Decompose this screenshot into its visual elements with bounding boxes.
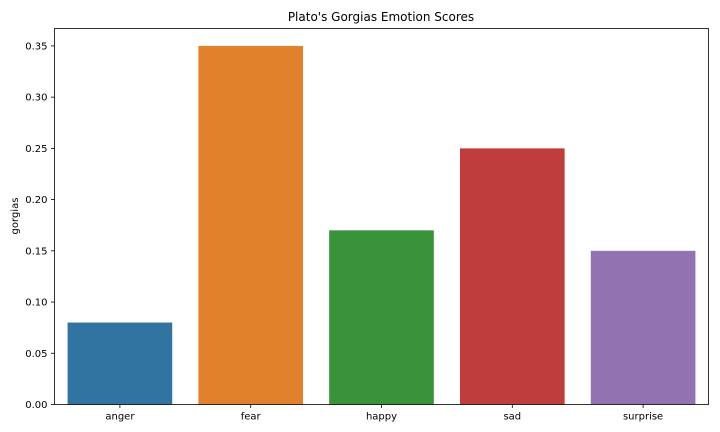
y-tick-label: 0.20 [25,195,47,206]
y-axis-label: gorgias [10,198,21,235]
y-tick-label: 0.05 [25,349,47,360]
plot-area-frame [54,28,709,405]
bar-happy [329,230,434,405]
bar-anger [67,322,173,405]
x-tick-label-surprise: surprise [623,412,663,423]
x-tick-label-anger: anger [105,412,135,423]
bar-surprise [590,250,696,405]
bars-group [67,45,696,405]
x-axis-ticks: anger fear happy sad surprise [105,404,663,423]
y-tick-label: 0.25 [25,144,47,155]
y-tick-label: 0.00 [25,400,47,411]
x-tick-label-fear: fear [241,412,262,423]
y-tick-label: 0.10 [25,298,47,309]
y-tick-label: 0.15 [25,246,47,257]
chart-title: Plato's Gorgias Emotion Scores [288,10,474,24]
x-tick-label-happy: happy [366,412,397,423]
y-tick-label: 0.35 [25,41,47,52]
x-tick-label-sad: sad [503,412,521,423]
bar-sad [459,148,565,405]
y-axis-ticks: 0.00 0.05 0.10 0.15 0.20 0.25 0.30 0.35 [25,41,55,411]
y-tick-label: 0.30 [25,93,47,104]
bar-fear [198,45,304,405]
